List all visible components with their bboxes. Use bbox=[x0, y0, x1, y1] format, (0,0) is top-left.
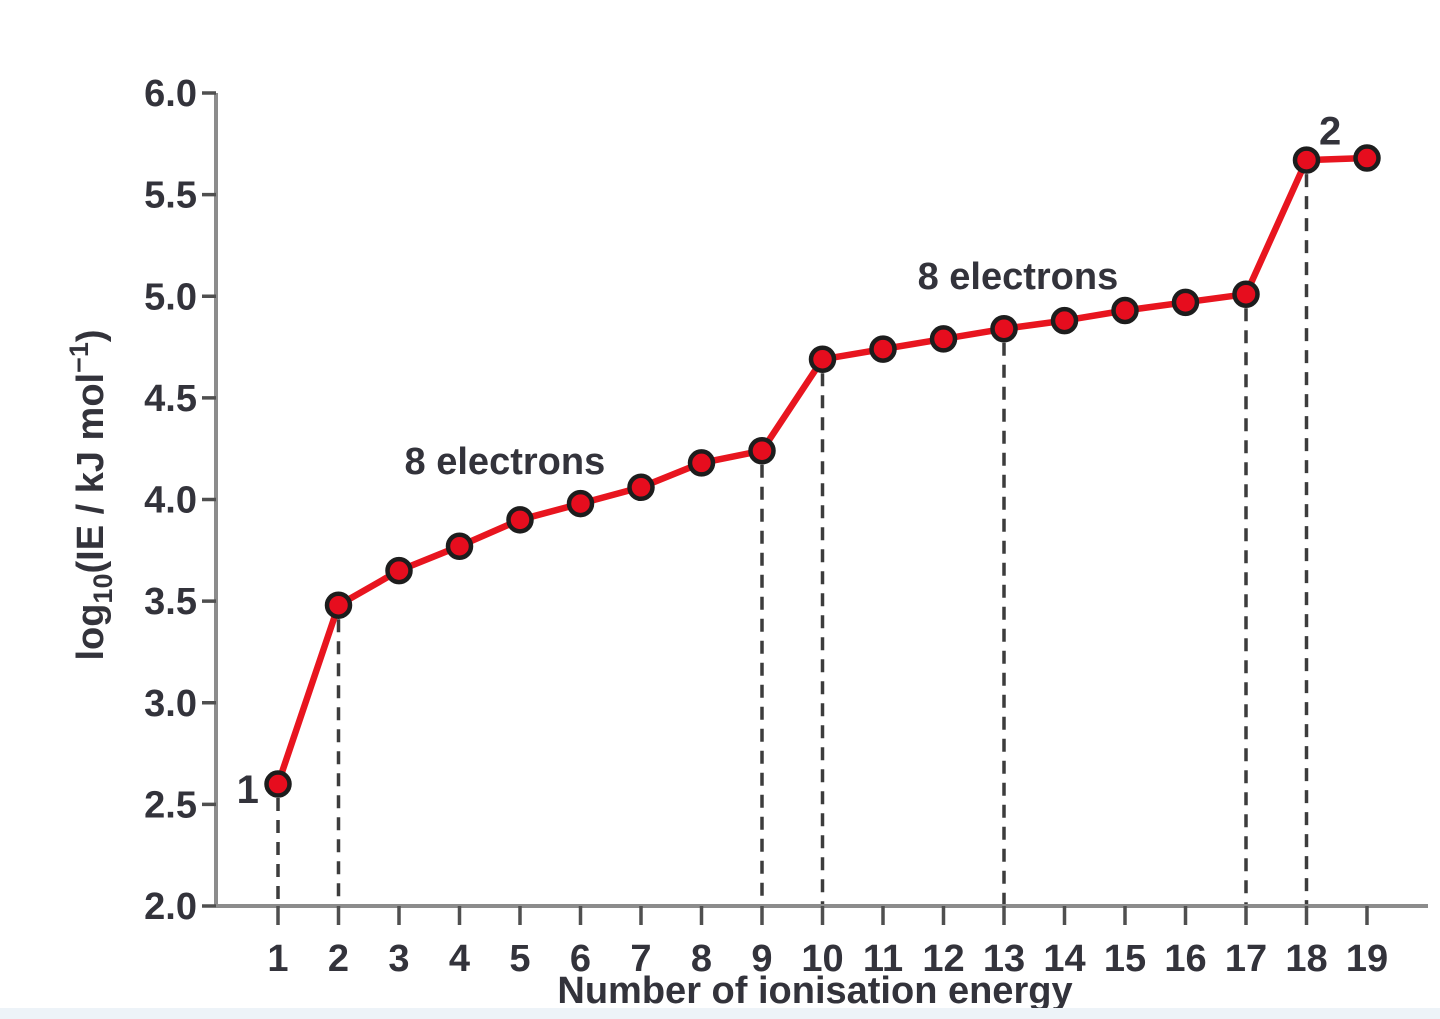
x-tick-label: 9 bbox=[751, 938, 772, 980]
y-axis-title-part: ) bbox=[70, 329, 112, 342]
x-tick-label: 16 bbox=[1164, 938, 1206, 980]
y-tick-label: 5.5 bbox=[144, 175, 197, 217]
first-point-count-label: 1 bbox=[237, 768, 259, 812]
y-axis-title-part: −1 bbox=[64, 342, 94, 373]
annotations: 8 electrons 8 electrons 1 2 bbox=[237, 110, 1342, 813]
y-tick-label: 4.5 bbox=[144, 378, 197, 420]
y-axis-title-part: 10 bbox=[88, 574, 118, 604]
x-tick-label: 8 bbox=[691, 938, 712, 980]
data-point bbox=[869, 335, 897, 363]
x-tick-label: 15 bbox=[1104, 938, 1146, 980]
y-tick-label: 2.0 bbox=[144, 886, 197, 928]
x-tick-label: 10 bbox=[801, 938, 843, 980]
data-point bbox=[324, 591, 353, 619]
data-point bbox=[1050, 306, 1079, 335]
x-axis-title: Number of ionisation energy bbox=[557, 970, 1072, 1012]
data-point bbox=[627, 473, 655, 502]
bottom-strip bbox=[0, 1008, 1440, 1019]
data-point bbox=[1111, 296, 1139, 325]
y-tick-label: 3.5 bbox=[144, 581, 197, 623]
data-point bbox=[385, 556, 413, 585]
x-tick-label: 13 bbox=[983, 938, 1025, 980]
y-tick-label: 2.5 bbox=[144, 784, 197, 826]
x-tick-label: 12 bbox=[922, 938, 964, 980]
data-point bbox=[808, 345, 837, 374]
data-point bbox=[445, 532, 474, 560]
x-tick-label: 1 bbox=[267, 938, 288, 980]
x-tick-label: 11 bbox=[863, 938, 903, 980]
x-tick-label: 6 bbox=[570, 938, 591, 980]
x-tick-label: 4 bbox=[449, 938, 470, 980]
y-axis-title: log10(IE / kJ mol−1) bbox=[64, 329, 118, 660]
data-point bbox=[1232, 280, 1260, 308]
x-tick-label: 19 bbox=[1346, 938, 1388, 980]
drop-lines bbox=[276, 174, 1309, 906]
data-point bbox=[264, 770, 292, 798]
data-point bbox=[1292, 146, 1321, 174]
y-axis-title-part: (IE / kJ mol bbox=[70, 373, 112, 574]
x-tick-label: 14 bbox=[1043, 938, 1085, 980]
x-tick-label: 18 bbox=[1285, 938, 1327, 980]
x-tick-label: 2 bbox=[328, 938, 349, 980]
y-tick-label: 6.0 bbox=[144, 73, 197, 115]
data-point bbox=[506, 506, 534, 534]
data-point bbox=[748, 436, 776, 465]
x-tick-label: 17 bbox=[1225, 938, 1267, 980]
data-point bbox=[1353, 144, 1381, 172]
data-point bbox=[687, 449, 716, 477]
last-shell-count-label: 2 bbox=[1319, 110, 1341, 154]
y-axis-title-part: log bbox=[70, 604, 112, 661]
y-tick-label: 3.0 bbox=[144, 683, 197, 725]
x-tick-label: 7 bbox=[630, 938, 651, 980]
x-tick-label: 5 bbox=[509, 938, 530, 980]
shell1-electrons-label: 8 electrons bbox=[405, 441, 606, 483]
x-tick-label: 3 bbox=[388, 938, 409, 980]
data-point bbox=[990, 315, 1018, 343]
data-point bbox=[929, 325, 958, 353]
y-tick-label: 5.0 bbox=[144, 276, 197, 318]
axes: 1 2 3 4 5 6 7 8 9 10 11 12 13 14 15 16 17 18 192.02.53.03.… bbox=[144, 73, 1428, 980]
data-point bbox=[1171, 288, 1200, 317]
data-point bbox=[566, 489, 595, 518]
y-tick-label: 4.0 bbox=[144, 480, 197, 522]
data-points bbox=[264, 144, 1381, 798]
shell2-electrons-label: 8 electrons bbox=[918, 256, 1119, 298]
